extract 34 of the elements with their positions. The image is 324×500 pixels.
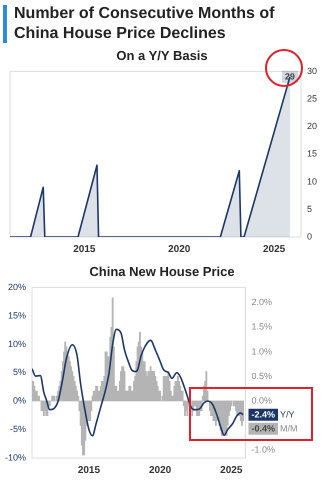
y2-tick-label: 0.5% — [251, 370, 272, 381]
y-tick-label: 5 — [306, 204, 312, 214]
annotation: -2.4% — [251, 409, 276, 420]
y-tick-label: 5% — [12, 367, 26, 378]
y-tick-label: 0% — [12, 396, 26, 406]
legend-label: Y/Y — [280, 409, 295, 420]
chart-subtitle: On a Y/Y Basis — [115, 48, 209, 63]
y-tick-label: 15 — [306, 148, 318, 159]
annotation: -0.4% — [251, 423, 276, 434]
x-tick-label: 2025 — [262, 244, 286, 255]
y-tick-label: 25 — [306, 93, 318, 104]
y2-tick-label: -1.0% — [251, 444, 276, 455]
chart-title: China New House Price — [88, 264, 236, 279]
y-tick-label: -5% — [10, 424, 26, 434]
legend-label: M/M — [280, 423, 298, 434]
y2-tick-label: 1.0% — [251, 346, 272, 356]
x-tick-label: 2020 — [168, 244, 191, 255]
y-tick-label: 20 — [306, 121, 318, 132]
x-tick-label: 2025 — [220, 464, 243, 476]
x-tick-label: 2015 — [78, 464, 100, 476]
y2-tick-label: 2.0% — [251, 297, 272, 308]
y2-tick-label: 1.5% — [251, 322, 272, 332]
y-tick-label: 10% — [8, 338, 26, 349]
x-tick-label: 2015 — [73, 244, 96, 255]
x-tick-label: 2020 — [148, 464, 172, 476]
y-tick-label: -10% — [4, 452, 26, 462]
y-tick-label: 10 — [306, 176, 318, 186]
chart-title: Number of Consecutive Months of China House Price Declines — [14, 5, 274, 42]
y2-tick-label: 0.0% — [251, 395, 272, 406]
y-tick-label: 15% — [8, 310, 26, 320]
annotation: 29 — [284, 71, 295, 82]
y-tick-label: 0 — [306, 231, 312, 242]
y-tick-label: 30 — [306, 66, 318, 76]
y-tick-label: 20% — [8, 282, 26, 292]
